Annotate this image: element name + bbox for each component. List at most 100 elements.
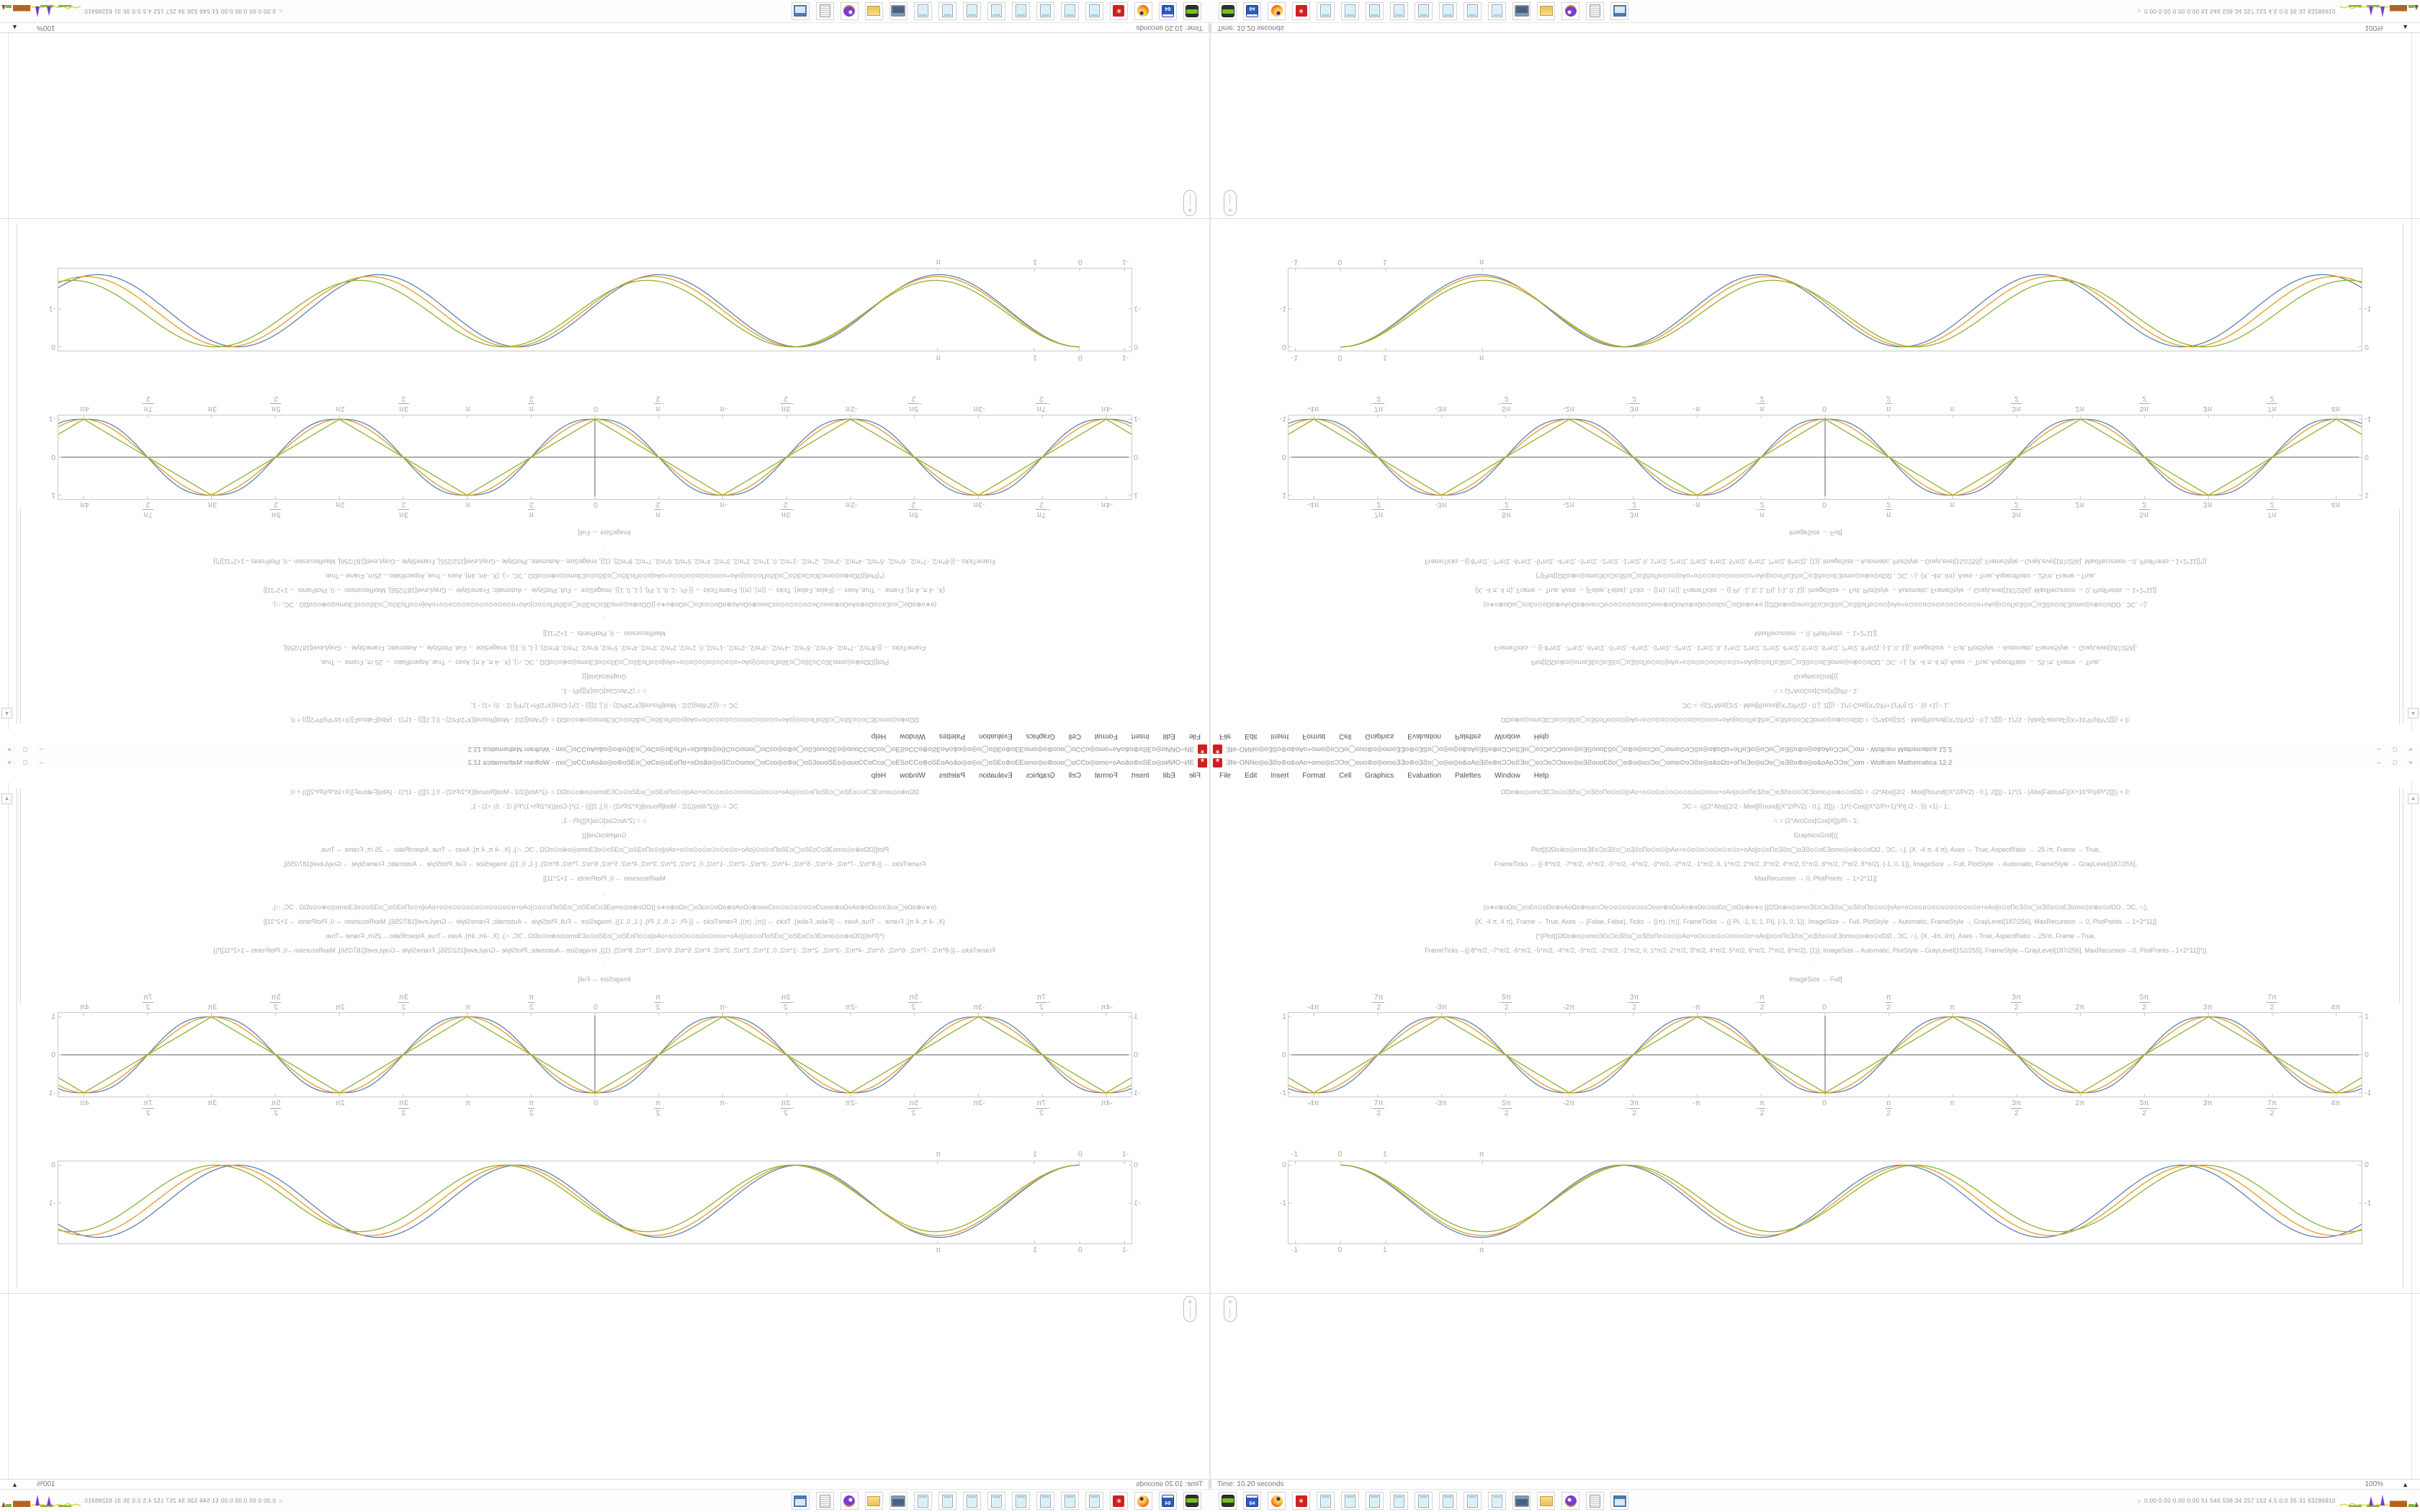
code-line[interactable]: (o∗o⊗oΩo◯oɔƐo⊙oΩo⊕oAoΩo⊗oυoɔƆo⊙o⊙o⊙o⊙oɔƆ… <box>272 601 937 608</box>
notepad-icon[interactable] <box>1061 2 1079 20</box>
window-blue-icon[interactable] <box>1610 2 1628 20</box>
notepad-icon[interactable] <box>1341 2 1359 20</box>
code-line[interactable]: {X, -4 π, 4 π}, Frame → True, Axes → {Fa… <box>1474 587 2157 594</box>
code-line[interactable]: FrameTicks→{{-8*π/2, -7*π/2, -6*π/2, -5*… <box>213 947 995 954</box>
menu-item-graphics[interactable]: Graphics <box>1365 732 1394 741</box>
menu-item-insert[interactable]: Insert <box>1270 771 1289 780</box>
notepad-icon[interactable] <box>1317 1492 1335 1510</box>
code-line[interactable]: ’ <box>604 961 605 968</box>
system-monitor-graph-icon[interactable] <box>2339 5 2420 18</box>
monitor-cam-icon[interactable] <box>889 2 908 20</box>
code-line[interactable]: MaxRecursion → 0, PlotPoints → 1+2^11]] <box>543 875 666 882</box>
code-line[interactable]: GraphicsGrid[{{ <box>1793 673 1838 680</box>
minimize-button[interactable]: – <box>2377 759 2381 766</box>
code-line[interactable]: FrameTicks→{{-8*π/2, -7*π/2, -6*π/2, -5*… <box>1425 558 2207 565</box>
menu-item-evaluation[interactable]: Evaluation <box>1407 771 1441 780</box>
window-titlebar[interactable]: * ƎN⌐ONNo◎oƎƧo⊚o&oAo+omo◎oƆƆo◯oυo⊚o◎omoƎ… <box>0 743 1209 756</box>
scroll-up-icon[interactable]: ▲ <box>2408 793 2419 804</box>
close-button[interactable]: × <box>7 759 12 766</box>
code-line[interactable]: Plot[{ΩΏo⊗o◎omoƎƐoƆoƎƧo◯oƎƧoΠo⊙o⊙[oAo+o⊙… <box>1531 659 2101 666</box>
zoom-arrow-icon[interactable]: ▲ <box>2402 24 2408 32</box>
scroll-doc-icon[interactable] <box>816 1492 834 1510</box>
menu-item-cell[interactable]: Cell <box>1339 732 1352 741</box>
gear-red-icon[interactable] <box>1292 1492 1310 1510</box>
code-line[interactable]: Plot[{ΩΏo⊗o◎omoƎƐoƆoƎƧo◯oƎƧoΠo⊙o⊙[oAo+o⊙… <box>319 659 889 666</box>
menu-item-window[interactable]: Window <box>900 771 926 780</box>
notepad-icon[interactable] <box>1415 2 1433 20</box>
notepad-icon[interactable] <box>1464 2 1482 20</box>
menu-item-palettes[interactable]: Palettes <box>1455 771 1482 780</box>
code-line[interactable]: ImageSize → Full] <box>578 976 631 983</box>
gear-red-icon[interactable] <box>1110 1492 1128 1510</box>
notepad-icon[interactable] <box>963 1492 981 1510</box>
code-line[interactable]: , <box>1814 616 1817 623</box>
code-line[interactable]: , <box>603 616 606 623</box>
notepad-icon[interactable] <box>1036 2 1054 20</box>
window-titlebar[interactable]: * ƎN⌐ONNo◎oƎƧo⊚o&oAo+omo◎oƆƆo◯oυo⊚o◎omoƎ… <box>1211 743 2420 756</box>
menu-item-evaluation[interactable]: Evaluation <box>1407 732 1441 741</box>
folder-icon[interactable] <box>1537 1492 1555 1510</box>
code-line[interactable]: ΩΏo⊗o◎omoƎƐƆo⊙oƎƧo◯oƎƧoΠo⊙o⊙[oAo+o⊙o⊙o⊙o… <box>290 716 919 724</box>
menu-item-insert[interactable]: Insert <box>1270 732 1289 741</box>
restore-button[interactable]: □ <box>2393 759 2397 766</box>
code-line[interactable]: ƆC = -(((2*Abs[(2/2 - Mod[Round[(X*2/Pi/… <box>1682 803 1950 810</box>
menu-item-format[interactable]: Format <box>1302 771 1326 780</box>
code-line[interactable]: FrameTicks → {{-8*π/2, -7*π/2, -6*π/2, -… <box>1494 644 2138 652</box>
menu-item-insert[interactable]: Insert <box>1131 732 1150 741</box>
scroll-doc-icon[interactable] <box>1586 1492 1604 1510</box>
menu-item-evaluation[interactable]: Evaluation <box>979 771 1013 780</box>
firefox-icon[interactable] <box>1134 1492 1152 1510</box>
menu-item-file[interactable]: File <box>1188 771 1201 780</box>
minimize-button[interactable]: – <box>2377 746 2381 753</box>
menu-item-cell[interactable]: Cell <box>1068 732 1081 741</box>
code-line[interactable]: , <box>603 889 606 896</box>
menu-item-edit[interactable]: Edit <box>1245 771 1258 780</box>
zoom-control[interactable]: 100% ▲ <box>0 1480 55 1488</box>
scroll-up-icon[interactable]: ▲ <box>2408 708 2419 719</box>
code-line[interactable]: (o∗o⊗oΩo◯oɔƐo⊙oΩo⊕oAoΩo⊗oυoɔƆo⊙o⊙o⊙o⊙oɔƆ… <box>1483 904 2148 911</box>
code-line[interactable]: FrameTicks → {{-8*π/2, -7*π/2, -6*π/2, -… <box>282 644 926 652</box>
folder-icon[interactable] <box>1537 2 1555 20</box>
menu-item-evaluation[interactable]: Evaluation <box>979 732 1013 741</box>
scroll-up-icon[interactable]: ▲ <box>1 708 12 719</box>
zoom-arrow-icon[interactable]: ▲ <box>2402 1480 2408 1488</box>
window-blue-icon[interactable] <box>792 2 810 20</box>
menu-item-graphics[interactable]: Graphics <box>1026 732 1055 741</box>
menu-item-window[interactable]: Window <box>900 732 926 741</box>
code-line[interactable]: {X, -4 π, 4 π}, Frame → True, Axes → {Fa… <box>1474 918 2157 925</box>
close-button[interactable]: × <box>7 746 12 753</box>
notepad-icon[interactable] <box>1366 2 1384 20</box>
code-line[interactable]: ƆC = -(((2*Abs[(2/2 - Mod[Round[(X*2/Pi/… <box>1682 702 1950 709</box>
scroll-up-icon[interactable]: ▲ <box>1 793 12 804</box>
code-line[interactable]: , <box>1814 889 1817 896</box>
notepad-icon[interactable] <box>987 1492 1005 1510</box>
notepad-icon[interactable] <box>1341 1492 1359 1510</box>
minimize-button[interactable]: – <box>39 759 43 766</box>
code-line[interactable]: FrameTicks → {{-8*π/2, -7*π/2, -6*π/2, -… <box>1494 860 2138 868</box>
zoom-control[interactable]: 100% ▲ <box>0 24 55 32</box>
cell-bracket[interactable] <box>20 788 21 1004</box>
firefox-icon[interactable] <box>1134 2 1152 20</box>
menu-item-format[interactable]: Format <box>1094 732 1118 741</box>
minimize-button[interactable]: – <box>39 746 43 753</box>
notepad-icon[interactable] <box>914 2 932 20</box>
code-line[interactable]: ImageSize → Full] <box>1789 976 1842 983</box>
floppy-64-icon[interactable] <box>1243 2 1261 20</box>
notepad-icon[interactable] <box>1488 1492 1506 1510</box>
system-monitor-graph-icon[interactable] <box>0 5 81 18</box>
notebook-area[interactable]: ΩΏo⊗o◎omoƎƐƆo⊙oƎƧo◯oƎƧoΠo⊙o⊙[oAo+o⊙o⊙o⊙o… <box>0 782 1209 1479</box>
scrollbar-track[interactable] <box>2411 33 2412 730</box>
notebook-area[interactable]: ΩΏo⊗o◎omoƎƐƆo⊙oƎƧo◯oƎƧoΠo⊙o⊙[oAo+o⊙o⊙o⊙o… <box>1211 33 2420 730</box>
code-line[interactable]: GraphicsGrid[{{ <box>1793 832 1838 839</box>
code-line[interactable]: FrameTicks → {{-8*π/2, -7*π/2, -6*π/2, -… <box>282 860 926 868</box>
notepad-icon[interactable] <box>1439 2 1457 20</box>
code-line[interactable]: MaxRecursion → 0, PlotPoints → 1+2^11]] <box>1754 875 1877 882</box>
owl-purple-icon[interactable] <box>1561 1492 1579 1510</box>
restore-button[interactable]: □ <box>23 746 27 753</box>
code-line[interactable]: ∩ = (2*ArcCos[Cos[X]])/Pi - 1; <box>1773 688 1859 695</box>
code-line[interactable]: Plot[{ΩΏo⊗o◎omoƎƐoƆoƎƧo◯oƎƧoΠo⊙o⊙[oAo+o⊙… <box>319 846 889 853</box>
code-line[interactable]: ΩΏo⊗o◎omoƎƐƆo⊙oƎƧo◯oƎƧoΠo⊙o⊙[oAo+o⊙o⊙o⊙o… <box>290 788 919 796</box>
zoom-control[interactable]: 100% ▲ <box>2365 24 2420 32</box>
code-line[interactable]: ’ <box>604 544 605 551</box>
restore-button[interactable]: □ <box>2393 746 2397 753</box>
